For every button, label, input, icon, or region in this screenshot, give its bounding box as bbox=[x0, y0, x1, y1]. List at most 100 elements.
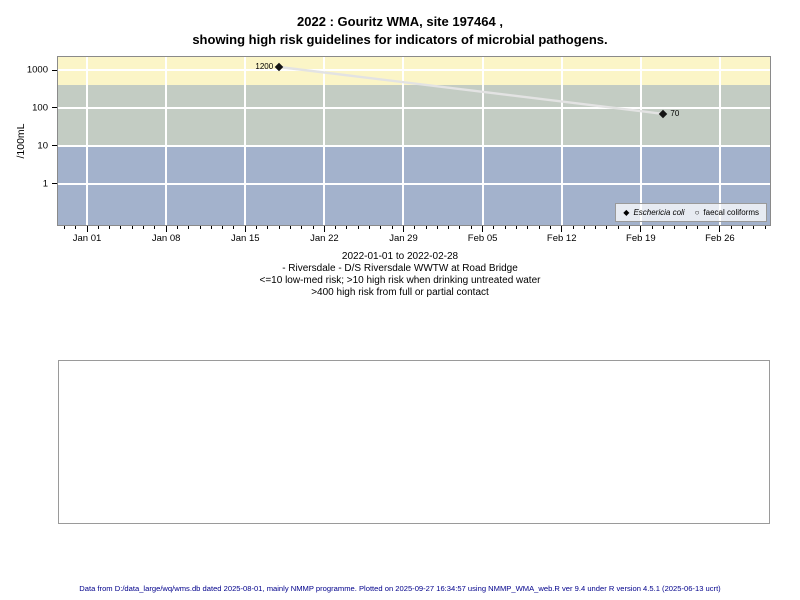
v-gridline bbox=[323, 57, 326, 225]
h-gridline bbox=[58, 106, 770, 109]
caption-date-range: 2022-01-01 to 2022-02-28 bbox=[341, 251, 459, 262]
legend: ◆ Eschericia coli ○ faecal coliforms bbox=[615, 203, 767, 222]
v-gridline bbox=[639, 57, 642, 225]
v-gridline bbox=[86, 57, 89, 225]
x-tick-major bbox=[323, 226, 325, 232]
caption: 2022-01-01 to 2022-02-28 - Riversdale - … bbox=[0, 251, 800, 299]
x-tick-minor bbox=[335, 226, 337, 229]
x-tick-minor bbox=[708, 226, 710, 229]
x-tick-minor bbox=[595, 226, 597, 229]
data-point-label: 1200 bbox=[255, 62, 274, 72]
x-tick-minor bbox=[233, 226, 235, 229]
chart-title-line-2: showing high risk guidelines for indicat… bbox=[192, 32, 608, 47]
y-tick bbox=[52, 69, 57, 71]
plot-area: ◆ Eschericia coli ○ faecal coliforms 1200 70 bbox=[57, 56, 771, 226]
x-tick-minor bbox=[753, 226, 755, 229]
x-tick-minor bbox=[188, 226, 190, 229]
x-tick-minor bbox=[436, 226, 438, 229]
x-tick-label: Jan 15 bbox=[231, 233, 260, 244]
x-tick-minor bbox=[764, 226, 766, 229]
caption-risk-note-1: <=10 low-med risk; >10 high risk when dr… bbox=[259, 275, 541, 286]
x-tick-minor bbox=[301, 226, 303, 229]
v-gridline bbox=[560, 57, 563, 225]
x-tick-minor bbox=[617, 226, 619, 229]
legend-entry: ○ faecal coliforms bbox=[695, 208, 759, 217]
legend-label: Eschericia coli bbox=[633, 208, 685, 217]
x-tick-minor bbox=[549, 226, 551, 229]
x-tick-minor bbox=[651, 226, 653, 229]
x-tick-label: Feb 12 bbox=[546, 233, 577, 244]
open-circle-icon: ○ bbox=[694, 207, 700, 217]
risk-band bbox=[58, 57, 770, 86]
y-axis: 1000 100 10 1 bbox=[0, 57, 57, 225]
x-tick-label: Feb 05 bbox=[467, 233, 498, 244]
y-tick-label: 10 bbox=[37, 140, 48, 152]
x-axis: Jan 01 Jan 08 Jan 15 Jan 22 Jan 29 Feb 05 Feb … bbox=[58, 226, 770, 252]
empty-panel bbox=[58, 360, 770, 524]
x-tick-minor bbox=[448, 226, 450, 229]
series-line bbox=[279, 65, 664, 116]
x-tick-minor bbox=[414, 226, 416, 229]
x-tick-major bbox=[640, 226, 642, 232]
x-tick-minor bbox=[176, 226, 178, 229]
h-gridline bbox=[58, 144, 770, 147]
x-tick-major bbox=[165, 226, 167, 232]
x-tick-minor bbox=[470, 226, 472, 229]
x-tick-label: Feb 26 bbox=[705, 233, 735, 244]
caption-site-name: - Riversdale - D/S Riversdale WWTW at Ro… bbox=[282, 263, 518, 274]
v-gridline bbox=[244, 57, 247, 225]
y-tick-label: 1000 bbox=[26, 64, 48, 76]
x-tick-minor bbox=[583, 226, 585, 229]
x-tick-minor bbox=[629, 226, 631, 229]
x-tick-minor bbox=[662, 226, 664, 229]
x-tick-minor bbox=[459, 226, 461, 229]
legend-entry: ◆ Eschericia coli bbox=[623, 208, 684, 217]
x-tick-minor bbox=[527, 226, 529, 229]
x-tick-minor bbox=[278, 226, 280, 229]
y-tick bbox=[52, 145, 57, 147]
filled-diamond-icon: ◆ bbox=[623, 207, 630, 217]
x-tick-minor bbox=[154, 226, 156, 229]
x-tick-major bbox=[561, 226, 563, 232]
x-tick-minor bbox=[120, 226, 122, 229]
x-tick-minor bbox=[267, 226, 269, 229]
h-gridline bbox=[58, 69, 770, 71]
v-gridline bbox=[481, 57, 484, 225]
x-tick-minor bbox=[357, 226, 359, 229]
x-tick-major bbox=[482, 226, 484, 232]
x-tick-minor bbox=[75, 226, 77, 229]
x-tick-label: Jan 01 bbox=[72, 233, 102, 244]
v-gridline bbox=[402, 57, 405, 225]
x-tick-minor bbox=[63, 226, 65, 229]
x-tick-minor bbox=[289, 226, 291, 229]
y-tick-label: 100 bbox=[32, 102, 48, 114]
x-tick-minor bbox=[210, 226, 212, 229]
x-tick-minor bbox=[516, 226, 517, 229]
footer-text: Data from D:/data_large/wq/wms.db dated … bbox=[79, 584, 721, 593]
y-tick-label: 1 bbox=[42, 178, 48, 190]
x-tick-minor bbox=[346, 226, 348, 229]
risk-band bbox=[58, 85, 770, 146]
v-gridline bbox=[165, 57, 168, 225]
x-tick-minor bbox=[222, 226, 224, 229]
legend-label: faecal coliforms bbox=[703, 208, 759, 217]
x-tick-minor bbox=[97, 226, 99, 229]
x-tick-minor bbox=[504, 226, 506, 229]
chart-title-line-1: 2022 : Gouritz WMA, site 197464 , bbox=[297, 14, 503, 29]
x-tick-label: Jan 22 bbox=[310, 233, 339, 244]
x-tick-minor bbox=[674, 226, 676, 229]
x-tick-minor bbox=[380, 226, 382, 229]
x-tick-minor bbox=[131, 226, 133, 229]
x-tick-minor bbox=[391, 226, 393, 229]
x-tick-minor bbox=[256, 226, 258, 229]
x-tick-minor bbox=[143, 226, 145, 229]
x-tick-major bbox=[244, 226, 246, 232]
x-tick-major bbox=[719, 226, 721, 232]
x-tick-label: Feb 19 bbox=[626, 233, 656, 244]
y-tick bbox=[52, 107, 57, 109]
data-point-label: 70 bbox=[670, 109, 680, 119]
x-tick-minor bbox=[312, 226, 314, 229]
x-tick-minor bbox=[696, 226, 698, 229]
x-tick-minor bbox=[199, 226, 201, 229]
x-tick-minor bbox=[493, 226, 495, 229]
